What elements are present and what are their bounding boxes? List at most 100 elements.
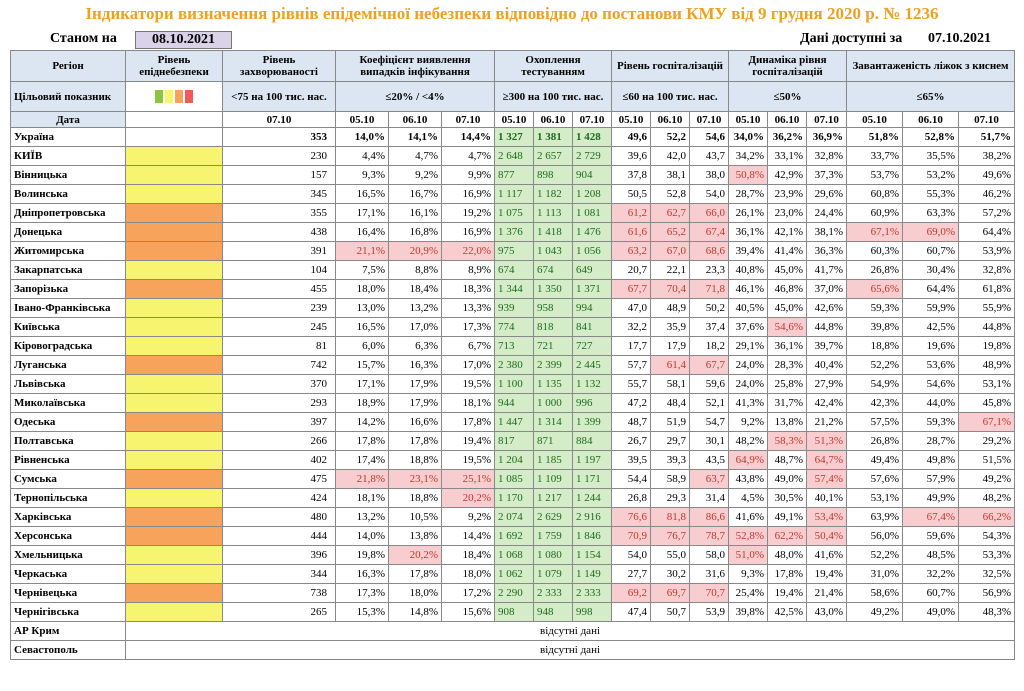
- no-data-note: відсутні дані: [124, 640, 1016, 660]
- value-cell: 20,9%: [388, 241, 442, 261]
- value-cell: 19,4%: [441, 431, 495, 451]
- value-cell: 39,5: [611, 450, 651, 470]
- value-cell: 46,8%: [767, 279, 807, 299]
- region-name: Івано-Франківська: [10, 298, 126, 318]
- value-cell: 40,8%: [728, 260, 768, 280]
- date-cell: 07.10: [222, 111, 336, 128]
- value-cell: 9,3%: [335, 165, 389, 185]
- value-cell: 402: [222, 450, 336, 470]
- level-cell: [125, 564, 223, 584]
- value-cell: 28,7%: [902, 431, 959, 451]
- region-row: Луганська 742 15,7% 16,3% 17,0% 2 380 2 399 2 4…: [10, 355, 1016, 375]
- value-cell: 36,9%: [806, 127, 847, 147]
- value-cell: 51,3%: [806, 431, 847, 451]
- date-cell: 05.10: [846, 111, 903, 128]
- region-name: Чернівецька: [10, 583, 126, 603]
- value-cell: 14,1%: [388, 127, 442, 147]
- value-cell: 19,5%: [441, 374, 495, 394]
- value-cell: 39,8%: [728, 602, 768, 622]
- region-name: Львівська: [10, 374, 126, 394]
- value-cell: 27,7: [611, 564, 651, 584]
- level-cell: [125, 602, 223, 622]
- value-cell: 1 418: [533, 222, 573, 242]
- region-row: Львівська 370 17,1% 17,9% 19,5% 1 100 1 135 1 1…: [10, 374, 1016, 394]
- date-cell: 05.10: [335, 111, 389, 128]
- value-cell: 19,4%: [767, 583, 807, 603]
- region-row: Київська 245 16,5% 17,0% 17,3% 774 818 841 32,2 3…: [10, 317, 1016, 337]
- value-cell: 70,4: [650, 279, 690, 299]
- value-cell: 1 085: [494, 469, 534, 489]
- available-label: Дані доступні за: [800, 31, 903, 46]
- region-name: Донецька: [10, 222, 126, 242]
- region-name: Київська: [10, 317, 126, 337]
- value-cell: 8,8%: [388, 260, 442, 280]
- value-cell: 40,1%: [806, 488, 847, 508]
- region-name: Тернопільська: [10, 488, 126, 508]
- value-cell: 996: [572, 393, 612, 413]
- value-cell: 31,4: [689, 488, 729, 508]
- value-cell: 17,2%: [441, 583, 495, 603]
- value-cell: 55,3%: [902, 184, 959, 204]
- value-cell: 58,3%: [767, 431, 807, 451]
- value-cell: 31,0%: [846, 564, 903, 584]
- header-cell: Коефіцієнт виявлення випадків інфікуванн…: [335, 50, 495, 82]
- value-cell: 76,6: [611, 507, 651, 527]
- value-cell: 16,6%: [388, 412, 442, 432]
- value-cell: 2 074: [494, 507, 534, 527]
- value-cell: 67,7: [689, 355, 729, 375]
- level-cell: [125, 184, 223, 204]
- value-cell: 56,0%: [846, 526, 903, 546]
- value-cell: 24,4%: [806, 203, 847, 223]
- value-cell: 34,2%: [728, 146, 768, 166]
- value-cell: 2 380: [494, 355, 534, 375]
- value-cell: 444: [222, 526, 336, 546]
- value-cell: 42,6%: [806, 298, 847, 318]
- value-cell: 1 117: [494, 184, 534, 204]
- region-row: Дніпропетровська 355 17,1% 16,1% 19,2% 1 075 1…: [10, 203, 1016, 223]
- value-cell: 60,7%: [902, 583, 959, 603]
- region-row: Кіровоградська 81 6,0% 6,3% 6,7% 713 721 727 17,…: [10, 336, 1016, 356]
- value-cell: 674: [494, 260, 534, 280]
- region-row: Севастополь відсутні дані: [10, 640, 1016, 660]
- value-cell: 57,9%: [902, 469, 959, 489]
- value-cell: 13,2%: [388, 298, 442, 318]
- value-cell: 57,2%: [957, 203, 1016, 223]
- value-cell: 55,0: [650, 545, 690, 565]
- value-cell: 15,7%: [335, 355, 389, 375]
- value-cell: 34,0%: [728, 127, 768, 147]
- value-cell: 17,9: [650, 336, 690, 356]
- value-cell: 61,6: [611, 222, 651, 242]
- region-name: Житомирська: [10, 241, 126, 261]
- value-cell: 1 081: [572, 203, 612, 223]
- value-cell: 2 290: [494, 583, 534, 603]
- value-cell: 16,8%: [388, 222, 442, 242]
- value-cell: 1 428: [572, 127, 612, 147]
- value-cell: 57,4%: [806, 469, 847, 489]
- value-cell: 230: [222, 146, 336, 166]
- value-cell: 71,8: [689, 279, 729, 299]
- value-cell: 49,6%: [957, 165, 1016, 185]
- value-cell: 65,6%: [846, 279, 903, 299]
- value-cell: 78,7: [689, 526, 729, 546]
- level-swatch: [165, 90, 173, 103]
- value-cell: 67,7: [611, 279, 651, 299]
- value-cell: 14,8%: [388, 602, 442, 622]
- value-cell: 48,9: [650, 298, 690, 318]
- value-cell: 817: [494, 431, 534, 451]
- value-cell: 54,3%: [957, 526, 1016, 546]
- value-cell: 4,7%: [388, 146, 442, 166]
- value-cell: 1 314: [533, 412, 573, 432]
- value-cell: 54,6%: [767, 317, 807, 337]
- value-cell: 43,0%: [806, 602, 847, 622]
- value-cell: 26,8: [611, 488, 651, 508]
- value-cell: 20,7: [611, 260, 651, 280]
- date-cell: 07.10: [957, 111, 1016, 128]
- level-cell: [125, 355, 223, 375]
- value-cell: 18,8%: [846, 336, 903, 356]
- value-cell: 52,8%: [902, 127, 959, 147]
- value-cell: 18,1%: [441, 393, 495, 413]
- value-cell: 31,6: [689, 564, 729, 584]
- value-cell: 54,4: [611, 469, 651, 489]
- region-name: Одеська: [10, 412, 126, 432]
